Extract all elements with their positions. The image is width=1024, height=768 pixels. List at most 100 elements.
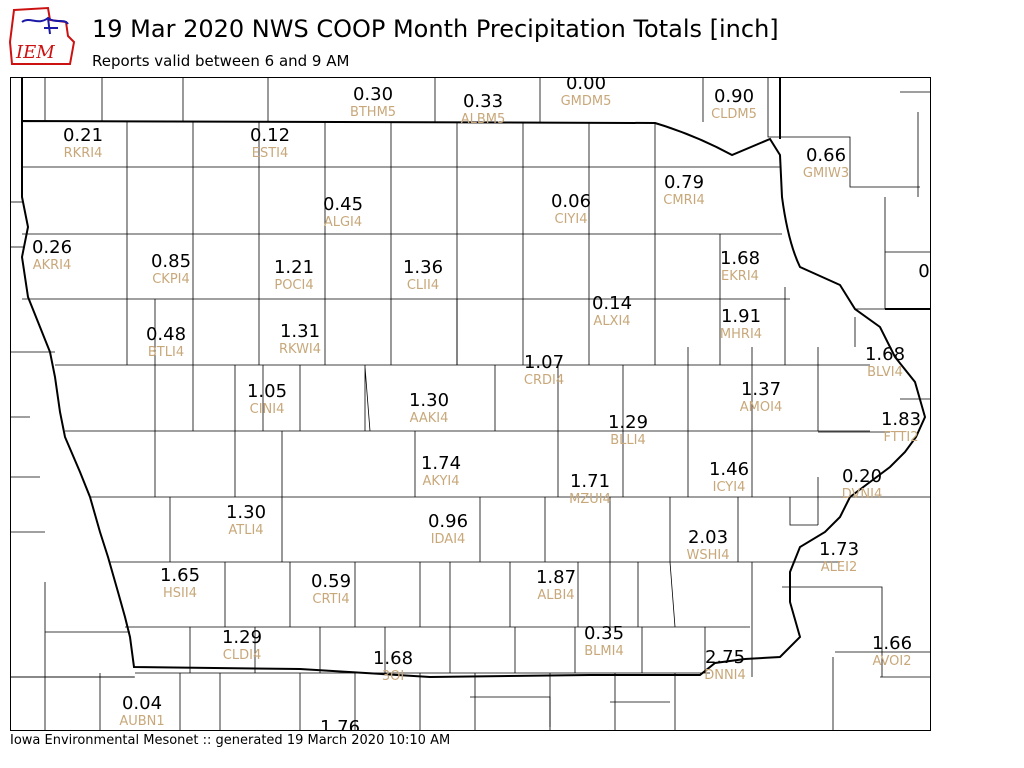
station-id: AUBN1 <box>119 714 164 729</box>
station-id: ALEI2 <box>821 560 857 575</box>
state-boundaries <box>20 77 931 679</box>
map-subtitle: Reports valid between 6 and 9 AM <box>92 52 350 70</box>
station-value: 1.68 <box>373 648 413 669</box>
station-id: CRTI4 <box>312 592 349 607</box>
station-id: ATLI4 <box>228 523 263 538</box>
station-value: 0.90 <box>714 86 754 107</box>
station-value: 1.37 <box>741 379 781 400</box>
station-id: ALBI4 <box>537 588 574 603</box>
station-value: 1.07 <box>524 352 564 373</box>
station-id: AVOI2 <box>872 654 911 669</box>
station-value: 1.30 <box>226 502 266 523</box>
map-frame <box>10 77 931 731</box>
station-value: 0.14 <box>592 293 632 314</box>
station-value: 1.91 <box>721 306 761 327</box>
station-value: 0.59 <box>311 571 351 592</box>
station-value: 0.06 <box>551 191 591 212</box>
station-value: 1.87 <box>536 567 576 588</box>
station-id: ESTI4 <box>252 146 289 161</box>
iem-logo: IEM <box>8 6 76 66</box>
station-value: 0 <box>918 261 929 282</box>
station-id: HSII4 <box>163 586 197 601</box>
station-id: RKRI4 <box>64 146 103 161</box>
station-id: CLDM5 <box>711 107 757 122</box>
station-id: CINI4 <box>250 402 285 417</box>
station-value: 0.30 <box>353 84 393 105</box>
station-value: 1.21 <box>274 257 314 278</box>
station-value: 1.30 <box>409 390 449 411</box>
station-id: FTTI2 <box>883 430 918 445</box>
station-value: 0.00 <box>566 77 606 94</box>
station-value: 1.73 <box>819 539 859 560</box>
station-id: ICYI4 <box>713 480 746 495</box>
station-value: 1.76 <box>320 717 360 731</box>
station-value: 0.04 <box>122 693 162 714</box>
station-id: BTLI4 <box>148 345 184 360</box>
station-id: CRDI4 <box>524 373 564 388</box>
station-id: BLVI4 <box>867 365 903 380</box>
station-id: WSHI4 <box>687 548 730 563</box>
station-value: 1.46 <box>709 459 749 480</box>
station-value: 1.68 <box>865 344 905 365</box>
station-id: BLMI4 <box>584 644 623 659</box>
station-id: GMIW3 <box>803 166 849 181</box>
map-title: 19 Mar 2020 NWS COOP Month Precipitation… <box>92 15 779 43</box>
station-value: 0.48 <box>146 324 186 345</box>
station-id: ALBM5 <box>461 112 506 127</box>
station-id: ALXI4 <box>593 314 630 329</box>
station-id: MHRI4 <box>720 327 762 342</box>
station-id: CLII4 <box>407 278 439 293</box>
station-id: CLDI4 <box>223 648 261 663</box>
station-value: 1.71 <box>570 471 610 492</box>
station-value: 1.83 <box>881 409 921 430</box>
station-value: 0.85 <box>151 251 191 272</box>
logo-text: IEM <box>15 42 55 63</box>
station-value: 0.45 <box>323 194 363 215</box>
footer-text: Iowa Environmental Mesonet :: generated … <box>10 733 451 748</box>
station-id: EKRI4 <box>721 269 759 284</box>
station-value: 0.20 <box>842 466 882 487</box>
station-id: ALGI4 <box>324 215 362 230</box>
station-id: DVNI4 <box>842 487 883 502</box>
station-id: AAKI4 <box>410 411 449 426</box>
county-boundaries <box>10 77 931 731</box>
station-value: 0.35 <box>584 623 624 644</box>
station-id: BLLI4 <box>610 433 646 448</box>
station-id: RKWI4 <box>279 342 321 357</box>
station-id: CIYI4 <box>555 212 588 227</box>
station-id: AKRI4 <box>33 258 72 273</box>
station-value: 0.33 <box>463 91 503 112</box>
station-marker: 1.76 <box>320 717 360 731</box>
